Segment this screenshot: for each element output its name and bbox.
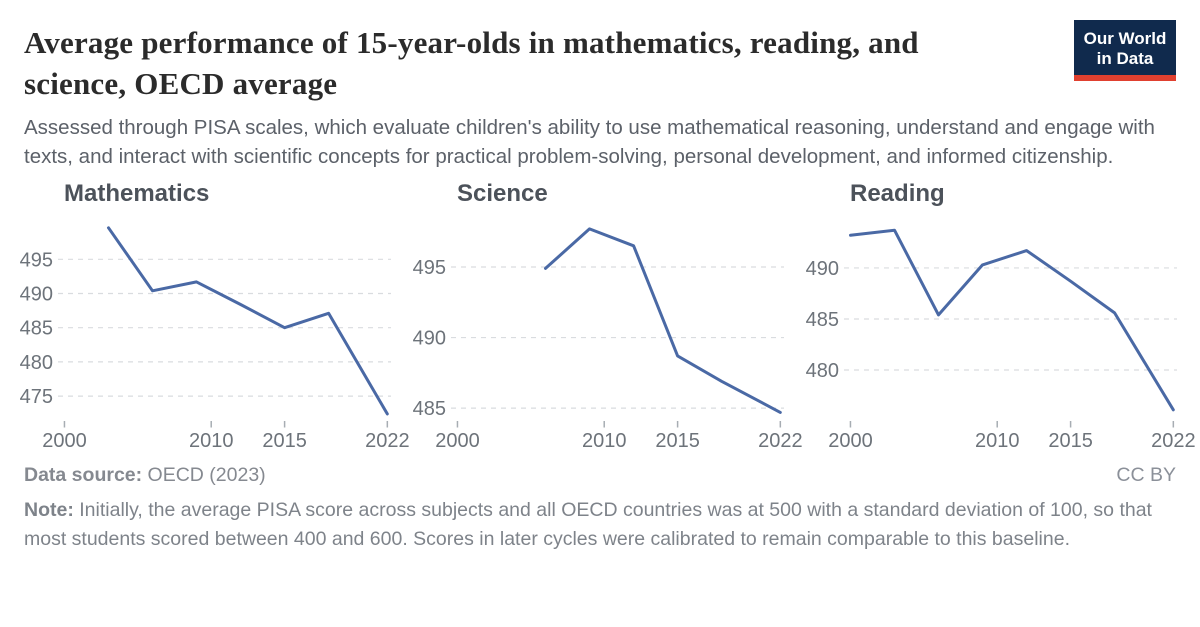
data-source: Data source: OECD (2023) <box>24 464 266 487</box>
x-tick-label: 2022 <box>1151 430 1196 451</box>
panel-title-science: Science <box>457 180 548 207</box>
note-text: Initially, the average PISA score across… <box>24 499 1152 550</box>
chart-panel-mathematics: Mathematics 475 480 485 490 495 2000 2010 2015 2… <box>20 178 413 451</box>
y-tick-label: 495 <box>20 249 53 271</box>
x-tick-label: 2010 <box>582 430 627 451</box>
owid-logo-line1: Our World <box>1083 29 1167 48</box>
x-tick-label: 2000 <box>828 430 873 451</box>
y-tick-label: 485 <box>806 309 839 331</box>
source-row: Data source: OECD (2023) CC BY <box>24 464 1176 487</box>
data-source-value: OECD (2023) <box>147 464 266 486</box>
x-tick-label: 2022 <box>365 430 410 451</box>
panel-title-reading: Reading <box>850 180 945 207</box>
line-chart-reading: 480 485 490 2000 2010 2015 2022 <box>806 228 1196 451</box>
y-tick-label: 490 <box>20 284 53 306</box>
charts-row: Mathematics 475 480 485 490 495 2000 2010 2015 2… <box>0 178 1200 451</box>
x-tick-label: 2000 <box>435 430 480 451</box>
data-line <box>107 226 389 416</box>
chart-note: Note: Initially, the average PISA score … <box>24 496 1176 553</box>
y-tick-label: 490 <box>806 258 839 280</box>
y-tick-label: 490 <box>413 328 446 350</box>
owid-logo[interactable]: Our World in Data <box>1074 20 1176 81</box>
x-tick-label: 2015 <box>1048 430 1093 451</box>
chart-footer: Data source: OECD (2023) CC BY Note: Ini… <box>0 451 1200 553</box>
y-tick-label: 495 <box>413 257 446 279</box>
line-chart-science: 485 490 495 2000 2010 2015 2022 <box>413 227 803 451</box>
line-chart-mathematics: 475 480 485 490 495 2000 2010 2015 2022 <box>20 226 410 451</box>
y-tick-label: 485 <box>20 318 53 340</box>
y-tick-label: 475 <box>20 386 53 408</box>
panel-title-mathematics: Mathematics <box>64 180 210 207</box>
x-tick-label: 2015 <box>262 430 307 451</box>
x-tick-label: 2022 <box>758 430 803 451</box>
page-title: Average performance of 15-year-olds in m… <box>24 25 919 101</box>
data-line <box>849 228 1175 412</box>
chart-panel-reading: Reading 480 485 490 2000 2010 2015 2022 <box>806 178 1199 451</box>
x-tick-label: 2015 <box>655 430 700 451</box>
license-link[interactable]: CC BY <box>1116 464 1176 486</box>
x-tick-label: 2010 <box>975 430 1020 451</box>
chart-header: Average performance of 15-year-olds in m… <box>0 0 1200 171</box>
owid-logo-line2: in Data <box>1096 49 1154 68</box>
data-line <box>544 227 782 414</box>
note-label: Note: <box>24 499 74 521</box>
y-tick-label: 480 <box>20 352 53 374</box>
x-tick-label: 2010 <box>189 430 234 451</box>
y-tick-label: 480 <box>806 360 839 382</box>
data-source-label: Data source: <box>24 464 143 486</box>
chart-panel-science: Science 485 490 495 2000 2010 2015 2022 <box>413 178 806 451</box>
y-tick-label: 485 <box>413 398 446 420</box>
x-tick-label: 2000 <box>42 430 87 451</box>
chart-subtitle: Assessed through PISA scales, which eval… <box>24 116 1155 168</box>
